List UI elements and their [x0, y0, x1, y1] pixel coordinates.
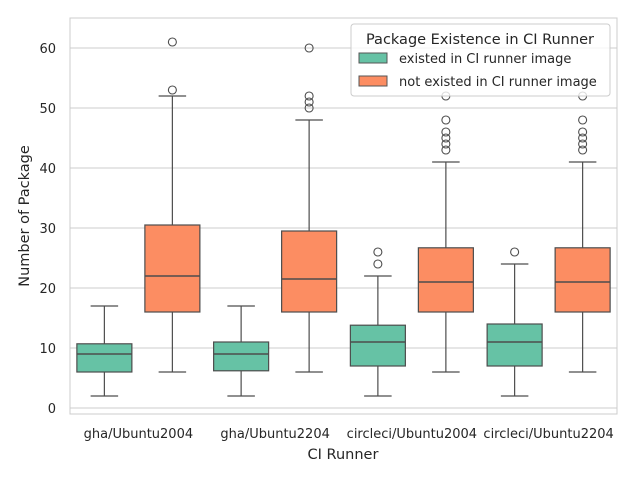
box-iqr [349, 324, 406, 367]
y-tick-label: 60 [39, 42, 56, 57]
y-tick-label: 40 [39, 162, 56, 177]
y-tick-label: 10 [39, 342, 56, 357]
y-axis-ticks: 0 10 20 30 40 50 60 [39, 42, 56, 417]
outlier-point [373, 259, 383, 269]
y-tick-label: 20 [39, 282, 56, 297]
box-iqr [144, 224, 201, 313]
outlier-point [304, 97, 314, 107]
outlier-point [578, 145, 588, 155]
box-series-group [76, 37, 611, 397]
outlier-point [510, 247, 520, 257]
y-axis-title: Number of Package [17, 145, 33, 287]
y-tick-label: 0 [48, 402, 56, 417]
outlier-point [441, 115, 451, 125]
legend-frame [350, 23, 611, 97]
box-iqr [417, 247, 474, 313]
outlier-point [441, 145, 451, 155]
outlier-point [578, 133, 588, 143]
outlier-point [441, 139, 451, 149]
outlier-point [304, 91, 314, 101]
outlier-point [304, 103, 314, 113]
box-iqr [76, 343, 133, 373]
x-tick-label: gha/Ubuntu2204 [220, 427, 330, 442]
outlier-point [304, 43, 314, 53]
outlier-point [578, 127, 588, 137]
x-tick-label: circleci/Ubuntu2204 [483, 427, 613, 442]
legend-label-existed: existed in CI runner image [399, 52, 571, 67]
outlier-point [167, 37, 177, 47]
legend-swatch-not-existed [358, 75, 388, 87]
x-axis-title: CI Runner [308, 447, 379, 463]
outlier-point [441, 127, 451, 137]
x-axis-ticks: gha/Ubuntu2004 gha/Ubuntu2204 circleci/Ubu… [84, 427, 614, 442]
outlier-point [167, 85, 177, 95]
x-tick-label: circleci/Ubuntu2004 [347, 427, 477, 442]
outlier-point [578, 115, 588, 125]
y-tick-label: 30 [39, 222, 56, 237]
legend-swatch-existed [358, 52, 388, 64]
legend: Package Existence in CI Runner existed i… [350, 23, 611, 97]
box-iqr [554, 247, 611, 313]
outlier-point [441, 133, 451, 143]
x-tick-label: gha/Ubuntu2004 [84, 427, 194, 442]
box-iqr [486, 323, 543, 367]
box-iqr [281, 230, 338, 313]
legend-label-not-existed: not existed in CI runner image [399, 75, 597, 90]
outlier-point [373, 247, 383, 257]
y-tick-label: 50 [39, 102, 56, 117]
legend-title: Package Existence in CI Runner [366, 32, 594, 48]
box-iqr [213, 341, 270, 372]
outlier-point [578, 139, 588, 149]
